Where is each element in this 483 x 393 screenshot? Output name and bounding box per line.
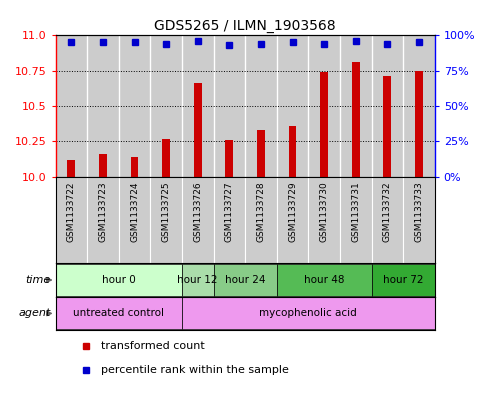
Bar xyxy=(277,177,308,263)
Bar xyxy=(371,177,403,263)
Text: GSM1133733: GSM1133733 xyxy=(414,181,424,242)
Text: GSM1133730: GSM1133730 xyxy=(320,181,328,242)
Bar xyxy=(182,264,213,296)
Text: GSM1133728: GSM1133728 xyxy=(256,181,266,242)
Bar xyxy=(403,177,435,263)
Text: GSM1133731: GSM1133731 xyxy=(351,181,360,242)
Text: mycophenolic acid: mycophenolic acid xyxy=(259,309,357,318)
Bar xyxy=(213,177,245,263)
Bar xyxy=(403,35,435,177)
Text: GSM1133722: GSM1133722 xyxy=(67,181,76,242)
Bar xyxy=(340,35,371,177)
Text: agent: agent xyxy=(18,309,51,318)
Bar xyxy=(194,83,202,177)
Text: transformed count: transformed count xyxy=(101,340,205,351)
Bar xyxy=(87,35,119,177)
Bar xyxy=(213,264,277,296)
Bar xyxy=(340,177,371,263)
Bar xyxy=(288,126,297,177)
Bar xyxy=(384,76,391,177)
Bar xyxy=(277,35,308,177)
Text: GSM1133729: GSM1133729 xyxy=(288,181,297,242)
Bar xyxy=(150,35,182,177)
Bar xyxy=(56,298,182,329)
Bar xyxy=(162,139,170,177)
Text: hour 24: hour 24 xyxy=(225,275,265,285)
Text: GSM1133723: GSM1133723 xyxy=(99,181,107,242)
Text: GSM1133725: GSM1133725 xyxy=(162,181,170,242)
Bar xyxy=(308,35,340,177)
Bar xyxy=(226,140,233,177)
Bar xyxy=(130,157,139,177)
Text: hour 0: hour 0 xyxy=(102,275,136,285)
Text: hour 48: hour 48 xyxy=(304,275,344,285)
Bar xyxy=(99,154,107,177)
Bar xyxy=(119,177,150,263)
Bar xyxy=(320,72,328,177)
Bar xyxy=(150,177,182,263)
Title: GDS5265 / ILMN_1903568: GDS5265 / ILMN_1903568 xyxy=(154,19,336,33)
Bar xyxy=(68,160,75,177)
Text: hour 72: hour 72 xyxy=(383,275,424,285)
Bar xyxy=(56,177,87,263)
Bar xyxy=(87,177,119,263)
Bar xyxy=(245,177,277,263)
Text: GSM1133732: GSM1133732 xyxy=(383,181,392,242)
Bar xyxy=(371,264,435,296)
Bar xyxy=(308,177,340,263)
Text: untreated control: untreated control xyxy=(73,309,164,318)
Bar xyxy=(352,62,360,177)
Text: GSM1133724: GSM1133724 xyxy=(130,181,139,242)
Bar xyxy=(213,35,245,177)
Bar xyxy=(182,298,435,329)
Bar xyxy=(182,35,213,177)
Bar xyxy=(277,264,371,296)
Bar xyxy=(245,35,277,177)
Bar xyxy=(257,130,265,177)
Bar xyxy=(56,35,87,177)
Text: GSM1133726: GSM1133726 xyxy=(193,181,202,242)
Bar xyxy=(415,71,423,177)
Text: GSM1133727: GSM1133727 xyxy=(225,181,234,242)
Text: time: time xyxy=(26,275,51,285)
Bar xyxy=(56,264,182,296)
Bar xyxy=(182,177,213,263)
Text: percentile rank within the sample: percentile rank within the sample xyxy=(101,365,289,375)
Bar xyxy=(371,35,403,177)
Text: hour 12: hour 12 xyxy=(177,275,218,285)
Bar xyxy=(119,35,150,177)
